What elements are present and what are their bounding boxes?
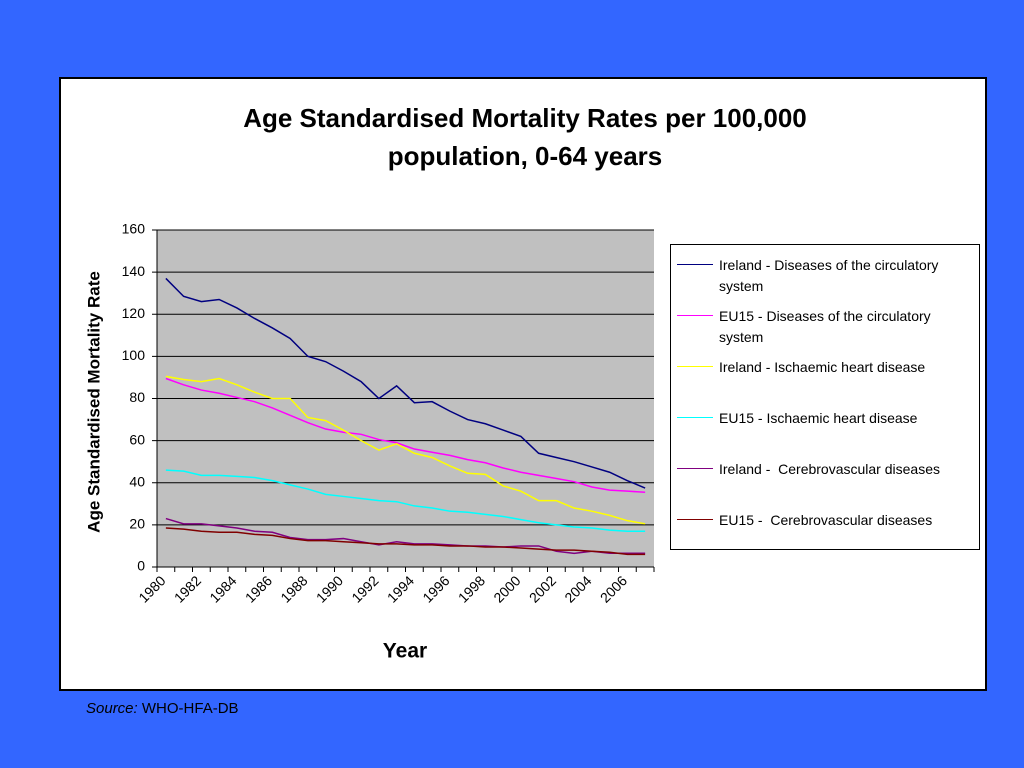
series-line [165,517,646,555]
y-tick-label: 160 [122,221,146,237]
legend-label: Ireland - Ischaemic heart disease [719,359,926,375]
y-tick-label: 40 [129,473,145,489]
legend-swatch [677,264,713,265]
legend: Ireland - Diseases of the circulatory sy… [670,244,980,550]
legend-item: EU15 - Cerebrovascular diseases [677,510,973,556]
legend-label: EU15 - Cerebrovascular diseases [719,512,933,528]
x-axis-label: Year [383,640,427,663]
legend-item: Ireland - Ischaemic heart disease [677,357,973,403]
series-line [165,377,646,493]
y-tick-label: 140 [122,263,146,279]
series-line [165,375,646,525]
y-tick-label: 60 [129,431,145,447]
source-note: Source: WHO-HFA-DB [86,700,239,717]
legend-label: Ireland - Cerebrovascular diseases [719,461,940,477]
legend-item: Ireland - Cerebrovascular diseases [677,459,973,505]
series-line [165,527,646,556]
legend-swatch [677,519,713,520]
chart-title: Age Standardised Mortality Rates per 100… [243,103,807,171]
legend-swatch [677,366,713,367]
source-label: Source: [86,700,138,717]
legend-item: Ireland - Diseases of the circulatory sy… [677,255,973,301]
series-line [165,277,646,489]
y-tick-label: 0 [137,558,145,574]
legend-label: EU15 - Ischaemic heart disease [719,410,918,426]
y-tick-label: 100 [122,347,146,363]
legend-swatch [677,315,713,316]
y-tick-label: 20 [129,516,145,532]
legend-label: Ireland - Diseases of the circulatory sy… [719,257,943,294]
legend-swatch [677,468,713,469]
legend-item: EU15 - Ischaemic heart disease [677,408,973,454]
y-tick-label: 120 [122,305,146,321]
legend-swatch [677,417,713,418]
y-axis-label: Age Standardised Mortality Rate [84,271,103,533]
y-tick-label: 80 [129,389,145,405]
legend-item: EU15 - Diseases of the circulatory syste… [677,306,973,352]
series-line [165,469,646,532]
legend-label: EU15 - Diseases of the circulatory syste… [719,308,935,345]
source-text: WHO-HFA-DB [141,700,239,717]
